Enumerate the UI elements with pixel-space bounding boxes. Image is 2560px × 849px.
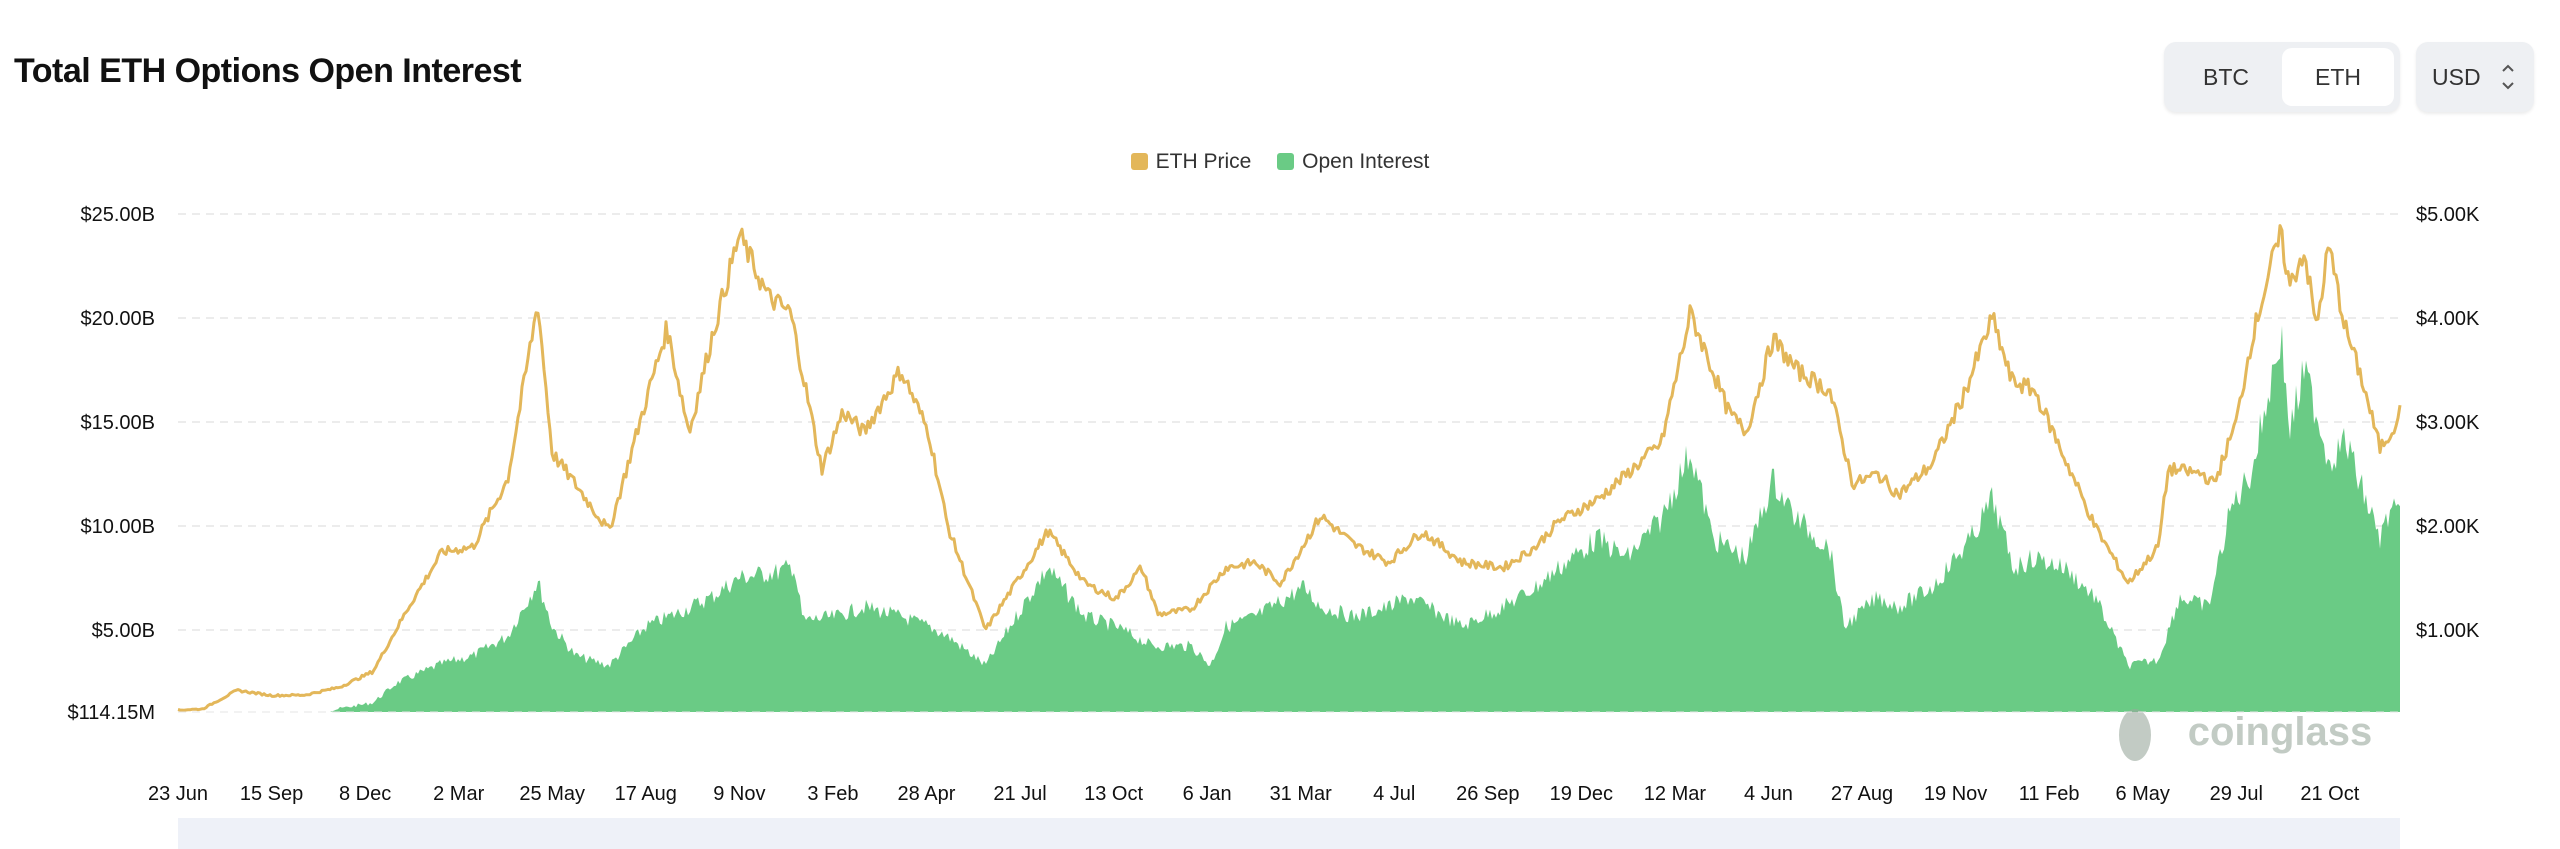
legend-label: Open Interest (1302, 150, 1430, 173)
right-axis-tick: $2.00K (2416, 516, 2480, 538)
x-axis-tick: 29 Jul (2210, 783, 2263, 805)
x-axis-tick: 8 Dec (339, 783, 391, 805)
range-navigator[interactable] (178, 818, 2400, 849)
right-axis-tick: $4.00K (2416, 308, 2480, 330)
price-swatch (1130, 153, 1148, 170)
eth-price-line (177, 224, 2402, 712)
toggle-eth[interactable]: ETH (2282, 48, 2394, 106)
x-axis-tick: 28 Apr (898, 783, 956, 805)
coinglass-watermark: coinglass (2188, 710, 2373, 754)
left-axis-tick: $25.00B (80, 204, 155, 226)
legend-eth-price[interactable]: ETH Price (1130, 150, 1252, 174)
left-axis-tick: $20.00B (80, 308, 155, 330)
x-axis-tick: 23 Jun (148, 783, 208, 805)
right-axis-tick: $5.00K (2416, 204, 2480, 226)
x-axis-tick: 19 Dec (1550, 783, 1613, 805)
x-axis-tick: 21 Jul (993, 783, 1046, 805)
legend-open-interest[interactable]: Open Interest (1277, 150, 1429, 174)
left-axis-tick: $10.00B (80, 516, 155, 538)
open-interest-area (178, 325, 2400, 712)
left-axis-tick: $5.00B (92, 620, 155, 642)
x-axis-tick: 13 Oct (1084, 783, 1143, 805)
x-axis-tick: 17 Aug (615, 783, 677, 805)
left-axis-tick: $114.15M (68, 702, 155, 724)
toggle-btc[interactable]: BTC (2203, 64, 2249, 90)
right-axis-tick: $3.00K (2416, 412, 2480, 434)
x-axis-tick: 19 Nov (1924, 783, 1987, 805)
x-axis-tick: 4 Jun (1744, 783, 1793, 805)
x-axis-tick: 15 Sep (240, 783, 303, 805)
x-axis-tick: 26 Sep (1456, 783, 1519, 805)
up-down-chevron-icon (2498, 42, 2518, 141)
oi-swatch (1277, 153, 1295, 170)
currency-value: USD (2432, 64, 2481, 90)
x-axis-tick: 3 Feb (807, 783, 858, 805)
x-axis-tick: 21 Oct (2300, 783, 2359, 805)
x-axis-tick: 2 Mar (433, 783, 484, 805)
x-axis-tick: 6 May (2115, 783, 2169, 805)
x-axis-tick: 12 Mar (1644, 783, 1707, 805)
x-axis-tick: 9 Nov (713, 783, 765, 805)
legend-label: ETH Price (1155, 150, 1252, 173)
x-axis-tick: 4 Jul (1373, 783, 1415, 805)
left-axis-tick: $15.00B (80, 412, 155, 434)
coinglass-logo-icon (2119, 709, 2151, 761)
x-axis-tick: 6 Jan (1183, 783, 1232, 805)
asset-toggle: BTC ETH (2164, 42, 2400, 112)
x-axis-tick: 27 Aug (1831, 783, 1893, 805)
x-axis-tick: 25 May (519, 783, 585, 805)
x-axis-tick: 31 Mar (1270, 783, 1333, 805)
currency-select[interactable]: USD (2416, 42, 2534, 112)
x-axis-tick: 11 Feb (2019, 783, 2080, 805)
right-axis-tick: $1.00K (2416, 620, 2480, 642)
legend: ETH Price Open Interest (0, 150, 2560, 174)
page-title: Total ETH Options Open Interest (14, 52, 522, 90)
